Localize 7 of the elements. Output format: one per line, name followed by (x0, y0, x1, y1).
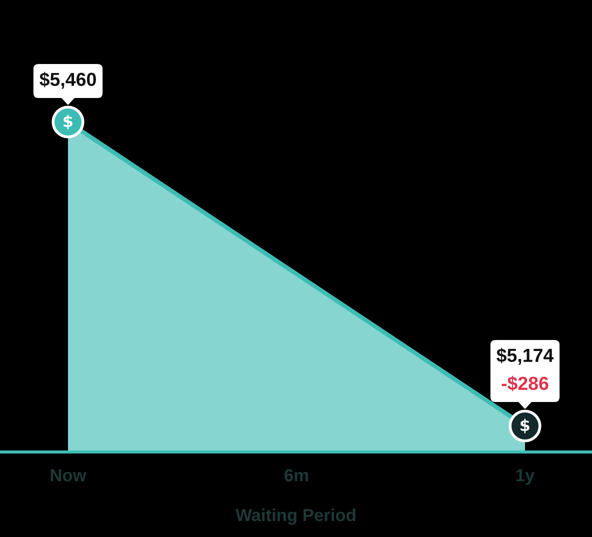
x-tick-label: Now (50, 469, 86, 482)
data-label: $5,460 (40, 72, 96, 89)
x-tick-label: 1y (516, 469, 535, 485)
x-tick-label: 6m (284, 469, 308, 482)
x-axis-title: Waiting Period (236, 508, 356, 525)
data-label: $5,174 (496, 348, 554, 365)
annotation: -$286 (502, 376, 548, 392)
